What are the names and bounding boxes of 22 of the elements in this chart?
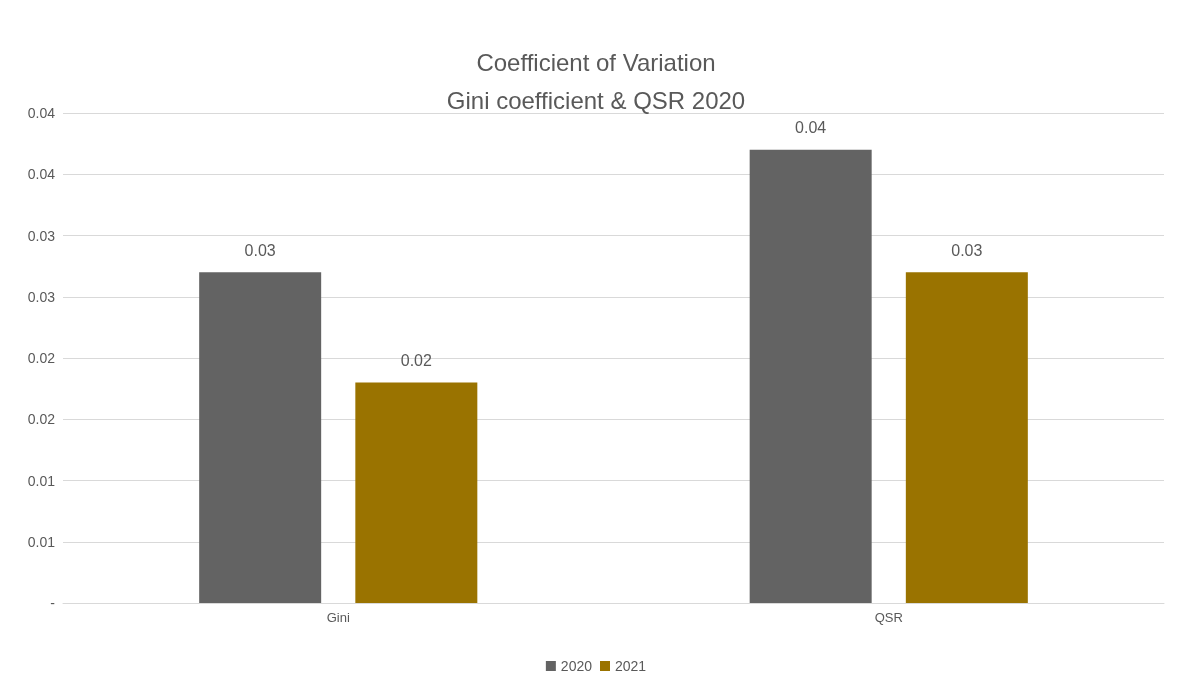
y-tick-label: 0.03 — [27, 227, 56, 244]
y-tick-label: 0.01 — [27, 533, 56, 550]
data-label: 0.03 — [244, 241, 276, 259]
y-tick-label: 0.01 — [27, 472, 56, 489]
y-tick-label: 0.03 — [27, 288, 56, 305]
chart-title: Coefficient of Variation Gini coefficient & QSR 2020 — [446, 48, 746, 114]
x-tick-label: QSR — [874, 610, 903, 625]
bar — [355, 382, 478, 603]
data-label: 0.04 — [795, 119, 827, 137]
legend-label: 2020 — [560, 658, 593, 674]
data-label: 0.03 — [951, 241, 983, 259]
y-tick-label: 0.02 — [27, 411, 56, 428]
bar — [749, 149, 872, 603]
y-tick-label: 0.02 — [27, 350, 56, 366]
y-tick-label: 0.04 — [27, 105, 56, 121]
data-label: 0.02 — [400, 352, 432, 369]
bar — [905, 272, 1028, 603]
bar — [199, 272, 322, 603]
legend-label: 2021 — [615, 658, 647, 674]
x-tick-label: Gini — [326, 610, 350, 625]
y-tick-label: - — [50, 595, 56, 611]
y-tick-label: 0.04 — [27, 166, 56, 183]
